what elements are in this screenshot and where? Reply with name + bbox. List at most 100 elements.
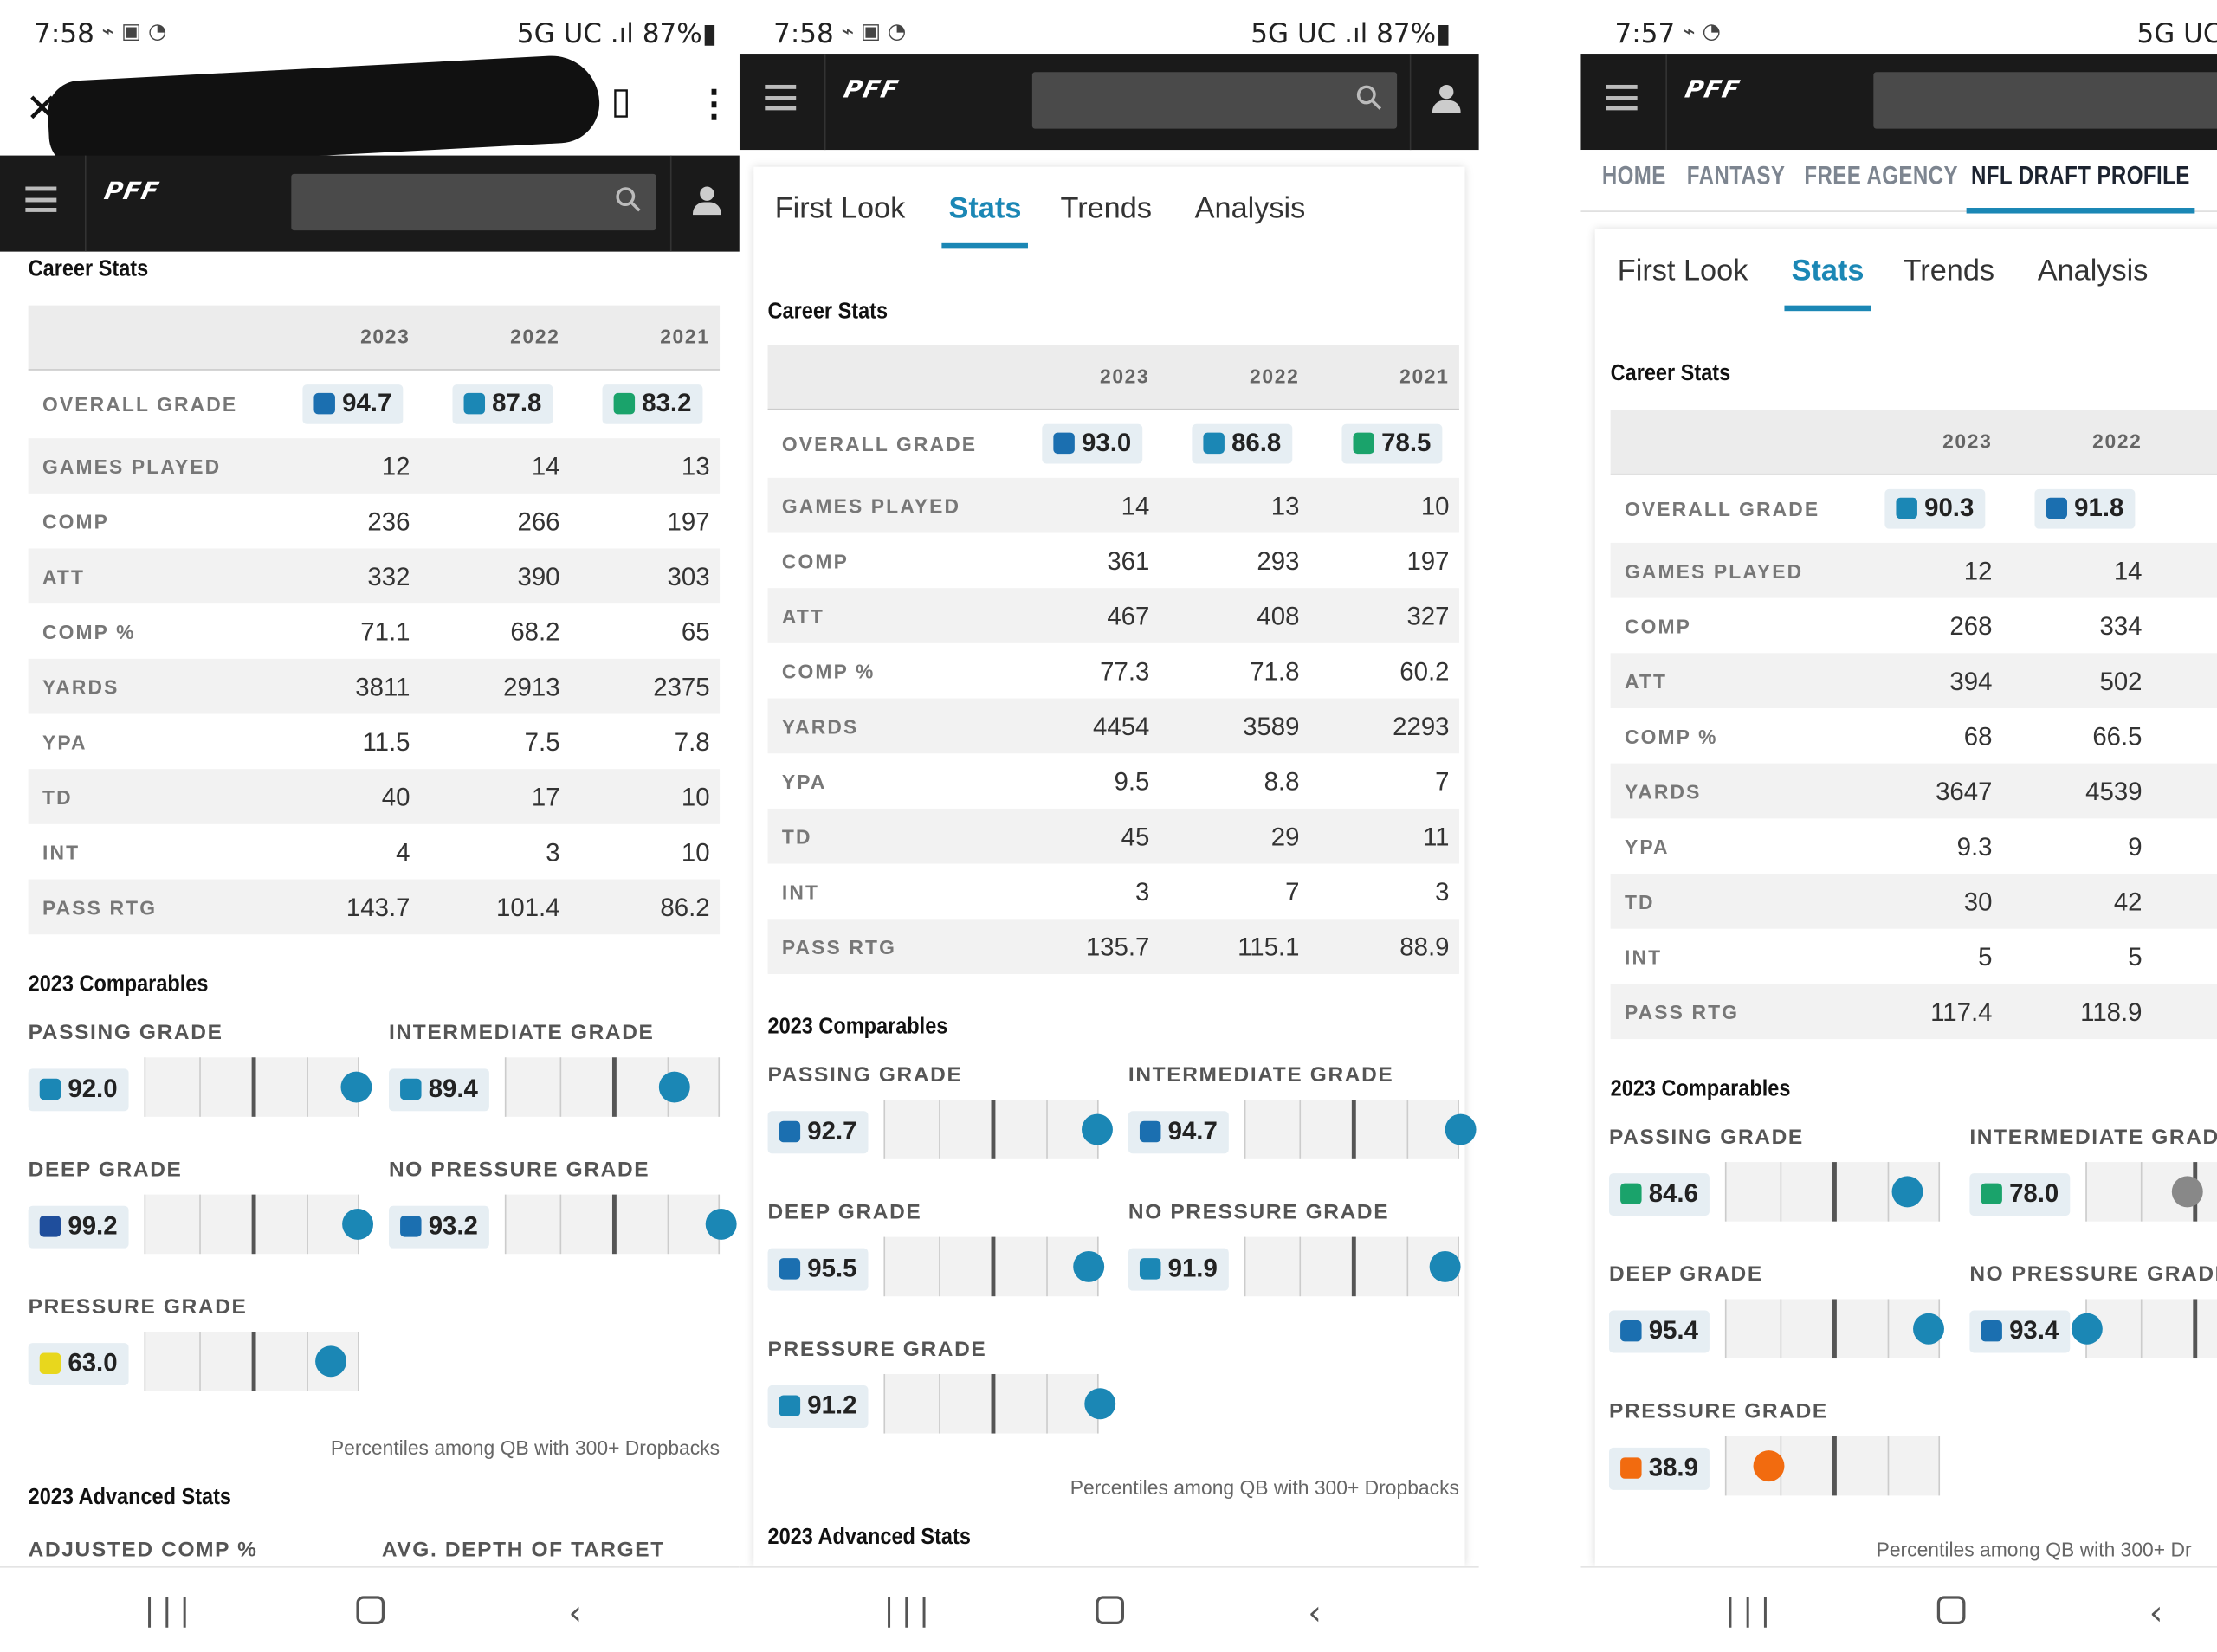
tab-analysis[interactable]: Analysis [1194, 192, 1306, 225]
grade-swatch [39, 1352, 61, 1374]
home-icon[interactable] [1096, 1596, 1124, 1624]
more-vert-icon[interactable]: ⋮ [695, 81, 733, 125]
percentile-track [1244, 1236, 1462, 1297]
menu-icon[interactable] [25, 186, 57, 212]
comparable-badge: 78.0 [1969, 1173, 2071, 1216]
track-tick [1406, 1100, 1409, 1159]
comparable-grade: DEEP GRADE 99.2 [28, 1158, 374, 1285]
back-icon[interactable]: ‹ [1308, 1593, 1322, 1633]
back-icon[interactable]: ‹ [568, 1593, 583, 1633]
status-network: 5G UC .ıl 87%▮ [516, 18, 717, 50]
search-input[interactable]: ⚲ [1873, 72, 2217, 129]
comparable-label: NO PRESSURE GRADE [1969, 1262, 2217, 1287]
stat-value: 7 [1435, 767, 1450, 797]
stat-value: 268 [1949, 611, 1993, 641]
percentile-track [883, 1373, 1116, 1434]
stat-value: 14 [531, 452, 560, 481]
home-icon[interactable] [356, 1596, 385, 1624]
tab-trends[interactable]: Trends [1903, 254, 1995, 287]
track-tick [2193, 1299, 2198, 1359]
year-header: 2022 [2092, 429, 2143, 453]
stat-value: 236 [367, 507, 410, 536]
phone-screen-3: 7:57 ⌁ ◔ 5G UC .ıl PFF ⚲ HOME FANTASY FR… [1580, 0, 2217, 1651]
comparable-value: 94.7 [1167, 1116, 1218, 1145]
search-input[interactable]: ⚲ [291, 173, 656, 231]
tab-analysis[interactable]: Analysis [2037, 254, 2149, 287]
nav-nfl-draft-profile[interactable]: NFL DRAFT PROFILE [1966, 161, 2194, 214]
account-icon[interactable] [1432, 84, 1461, 119]
stat-value: 9.5 [1114, 767, 1150, 797]
recents-icon[interactable]: ||| [1724, 1593, 1778, 1629]
grade-value: 87.8 [492, 388, 542, 417]
nav-home[interactable]: HOME [1601, 161, 1666, 190]
bookmark-icon[interactable]: ▯ [611, 79, 631, 122]
stat-value: 42 [2113, 887, 2143, 916]
table-header: 2023 2022 2021 [767, 345, 1459, 410]
grade-value: 93.0 [1082, 428, 1132, 457]
recents-icon[interactable]: ||| [144, 1593, 197, 1629]
tab-first-look[interactable]: First Look [1617, 254, 1748, 287]
grade-swatch [400, 1078, 422, 1100]
grade-value: 91.8 [2074, 493, 2124, 522]
tab-stats[interactable]: Stats [941, 192, 1030, 249]
table-row: COMP 361 293 197 [768, 533, 1459, 589]
nav-free-agency[interactable]: FREE AGENCY [1804, 161, 1958, 190]
advanced-stat-label: AVG. DEPTH OF TARGET [381, 1538, 665, 1563]
tab-first-look[interactable]: First Look [774, 192, 906, 225]
phone-screen-2: 7:58 ⌁ ▣ ◔ 5G UC .ıl 87%▮ PFF ⚲ First Lo… [739, 0, 1479, 1651]
row-label: YPA [1624, 835, 1670, 859]
percentile-marker [342, 1208, 374, 1240]
track-tick [1780, 1162, 1782, 1222]
account-icon[interactable] [693, 186, 721, 221]
grade-swatch [1620, 1457, 1642, 1479]
row-label: ATT [1624, 669, 1668, 694]
advanced-stats-title: 2023 Advanced Stats [767, 1525, 971, 1550]
redaction-scribble [46, 53, 602, 171]
stat-value: 467 [1107, 602, 1150, 631]
search-icon[interactable]: ⚲ [607, 177, 652, 223]
home-icon[interactable] [1936, 1596, 1966, 1624]
pff-logo[interactable]: PFF [841, 76, 902, 105]
grade-swatch [1139, 1258, 1161, 1280]
status-network: 5G UC .ıl 87%▮ [1251, 18, 1451, 50]
recents-icon[interactable]: ||| [883, 1593, 937, 1629]
tab-trends[interactable]: Trends [1060, 192, 1152, 225]
comparable-label: INTERMEDIATE GRADE [388, 1020, 655, 1045]
table-row: TD 40 17 10 [28, 769, 721, 824]
grade-swatch [1353, 432, 1374, 455]
site-header: PFF ⚲ [1580, 54, 2217, 151]
pff-logo[interactable]: PFF [101, 177, 163, 207]
comparable-value: 78.0 [2009, 1178, 2059, 1208]
row-label: COMP [781, 550, 849, 573]
percentile-track [883, 1236, 1105, 1297]
stat-value: 11 [1423, 823, 1450, 851]
table-row: COMP % 68 66.5 [1611, 708, 2217, 764]
row-label: YARDS [781, 715, 859, 739]
track-tick [2140, 1162, 2143, 1222]
back-icon[interactable]: ‹ [2149, 1593, 2163, 1633]
comparable-value: 93.2 [428, 1211, 478, 1240]
stat-value: 11.5 [362, 727, 410, 757]
track-tick [1046, 1100, 1048, 1159]
comparable-badge: 91.9 [1128, 1248, 1229, 1291]
site-header: PFF ⚲ [739, 54, 1479, 151]
grade-swatch [779, 1395, 801, 1416]
percentile-footnote: Percentiles among QB with 300+ Dr [1876, 1538, 2192, 1561]
stat-value: 10 [681, 783, 710, 812]
comparable-grade: INTERMEDIATE GRADE 78.0 [1969, 1126, 2217, 1253]
nav-fantasy[interactable]: FANTASY [1686, 161, 1786, 190]
comparable-badge: 94.7 [1128, 1111, 1229, 1154]
stat-value: 30 [1963, 887, 1993, 916]
row-label: OVERALL GRADE [42, 392, 238, 416]
menu-icon[interactable] [765, 84, 797, 111]
table-row: INT 3 7 3 [768, 864, 1459, 920]
table-row: COMP % 77.3 71.8 60.2 [768, 643, 1459, 699]
tab-stats[interactable]: Stats [1784, 254, 1872, 312]
comparable-value: 63.0 [68, 1348, 118, 1378]
table-row: INT 5 5 [1611, 929, 2217, 984]
stat-value: 303 [667, 562, 710, 591]
search-icon[interactable]: ⚲ [1348, 75, 1393, 121]
menu-icon[interactable] [1606, 84, 1638, 111]
pff-logo[interactable]: PFF [1682, 76, 1743, 105]
search-input[interactable]: ⚲ [1031, 72, 1398, 129]
